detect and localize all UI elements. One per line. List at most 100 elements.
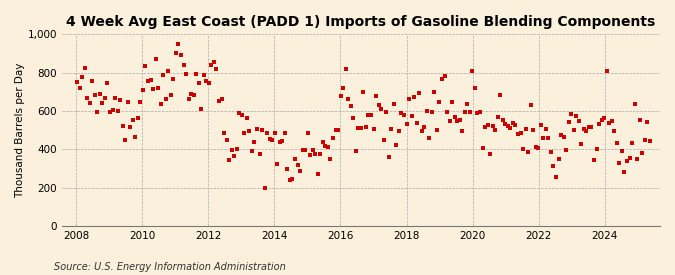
Point [487, 124, 498, 129]
Point [431, 128, 442, 132]
Point [558, 135, 569, 139]
Point [87, 79, 98, 84]
Point [122, 100, 133, 104]
Point [460, 110, 470, 114]
Point [522, 150, 533, 154]
Point [441, 109, 452, 114]
Point [348, 116, 358, 120]
Point [371, 94, 381, 98]
Point [614, 161, 625, 165]
Point [252, 127, 263, 131]
Point [381, 110, 392, 114]
Point [305, 153, 316, 157]
Point [505, 125, 516, 130]
Point [249, 139, 260, 144]
Point [391, 142, 402, 147]
Point [515, 130, 526, 135]
Point [548, 164, 559, 169]
Point [360, 124, 371, 129]
Point [290, 157, 300, 161]
Point [282, 167, 293, 172]
Point [419, 125, 430, 130]
Point [275, 140, 286, 145]
Point [510, 123, 521, 127]
Title: 4 Week Avg East Coast (PADD 1) Imports of Gasoline Blending Components: 4 Week Avg East Coast (PADD 1) Imports o… [66, 15, 655, 29]
Point [637, 151, 647, 156]
Point [421, 109, 432, 113]
Point [285, 178, 296, 182]
Point [343, 97, 354, 101]
Point [92, 110, 103, 114]
Point [586, 125, 597, 130]
Point [396, 111, 407, 116]
Point [545, 149, 556, 154]
Point [211, 67, 222, 71]
Point [619, 170, 630, 174]
Point [502, 123, 513, 128]
Point [467, 68, 478, 73]
Point [408, 95, 419, 100]
Point [645, 139, 655, 144]
Point [472, 111, 483, 115]
Point [520, 127, 531, 131]
Point [333, 128, 344, 133]
Point [373, 103, 384, 107]
Point [591, 147, 602, 152]
Point [95, 92, 105, 96]
Point [470, 86, 481, 90]
Point [313, 172, 323, 177]
Point [612, 141, 622, 145]
Point [216, 97, 227, 101]
Point [538, 136, 549, 140]
Point [196, 107, 207, 111]
Point [368, 127, 379, 131]
Point [176, 53, 186, 57]
Point [262, 131, 273, 136]
Point [77, 75, 88, 80]
Point [624, 156, 635, 160]
Point [561, 148, 572, 152]
Point [447, 100, 458, 104]
Point [203, 81, 214, 85]
Point [130, 134, 141, 139]
Point [457, 129, 468, 133]
Point [234, 111, 244, 115]
Point [553, 157, 564, 161]
Point [480, 125, 491, 129]
Point [452, 119, 462, 123]
Point [171, 51, 182, 55]
Point [325, 157, 336, 161]
Point [307, 148, 318, 153]
Point [140, 64, 151, 68]
Point [112, 109, 123, 113]
Point [551, 175, 562, 179]
Point [191, 72, 202, 76]
Point [378, 138, 389, 142]
Point [609, 129, 620, 134]
Point [206, 63, 217, 67]
Point [629, 102, 640, 106]
Point [427, 110, 437, 114]
Point [411, 120, 422, 125]
Point [518, 146, 529, 151]
Point [388, 102, 399, 106]
Point [543, 136, 554, 141]
Point [302, 131, 313, 135]
Point [79, 66, 90, 70]
Point [181, 72, 192, 77]
Point [74, 86, 85, 90]
Point [125, 125, 136, 129]
Point [292, 162, 303, 167]
Point [401, 122, 412, 127]
Point [508, 121, 518, 125]
Point [223, 157, 234, 162]
Point [183, 97, 194, 101]
Point [315, 151, 326, 156]
Point [383, 155, 394, 159]
Point [394, 129, 404, 133]
Point [584, 124, 595, 129]
Point [72, 79, 82, 84]
Point [581, 129, 592, 133]
Point [386, 127, 397, 131]
Point [414, 91, 425, 95]
